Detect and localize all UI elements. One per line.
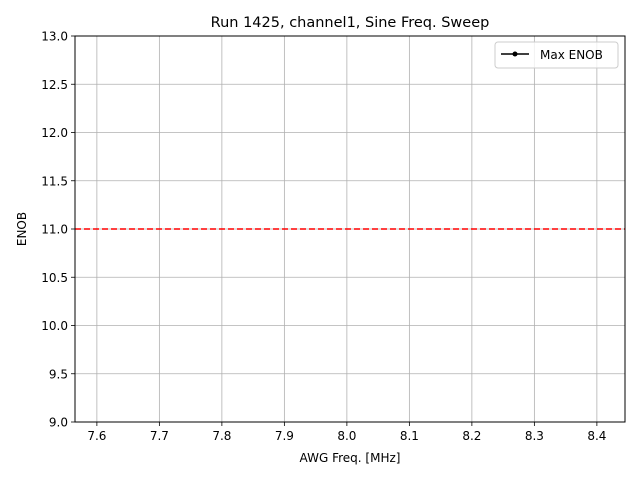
x-tick-label: 8.2 [462, 429, 481, 443]
y-tick-label: 12.5 [41, 78, 68, 92]
y-tick-label: 12.0 [41, 126, 68, 140]
x-tick-label: 7.8 [212, 429, 231, 443]
y-tick-label: 10.5 [41, 271, 68, 285]
y-tick-label: 11.0 [41, 223, 68, 237]
chart-title: Run 1425, channel1, Sine Freq. Sweep [211, 15, 490, 31]
legend-label-max-enob: Max ENOB [540, 48, 603, 62]
legend: Max ENOB [494, 41, 619, 69]
legend-marker-max-enob [512, 51, 518, 57]
y-axis-ticks: 9.0 9.5 10.0 10.5 11.0 11.5 12.0 12.5 13.0 [41, 30, 75, 430]
x-tick-label: 7.7 [150, 429, 169, 443]
x-tick-label: 7.6 [87, 429, 106, 443]
y-tick-label: 11.5 [41, 174, 68, 188]
y-tick-label: 10.0 [41, 319, 68, 333]
x-tick-label: 8.1 [400, 429, 419, 443]
x-axis-label: AWG Freq. [MHz] [300, 451, 401, 465]
y-tick-label: 9.5 [49, 367, 68, 381]
x-tick-label: 7.9 [275, 429, 294, 443]
y-axis-label: ENOB [15, 212, 29, 246]
x-tick-label: 8.3 [525, 429, 544, 443]
legend-box [494, 41, 619, 69]
x-axis-ticks: 7.6 7.7 7.8 7.9 8.0 8.1 8.2 8.3 8.4 [87, 422, 606, 443]
y-tick-label: 9.0 [49, 416, 68, 430]
y-tick-label: 13.0 [41, 30, 68, 44]
x-tick-label: 8.4 [587, 429, 606, 443]
x-tick-label: 8.0 [337, 429, 356, 443]
